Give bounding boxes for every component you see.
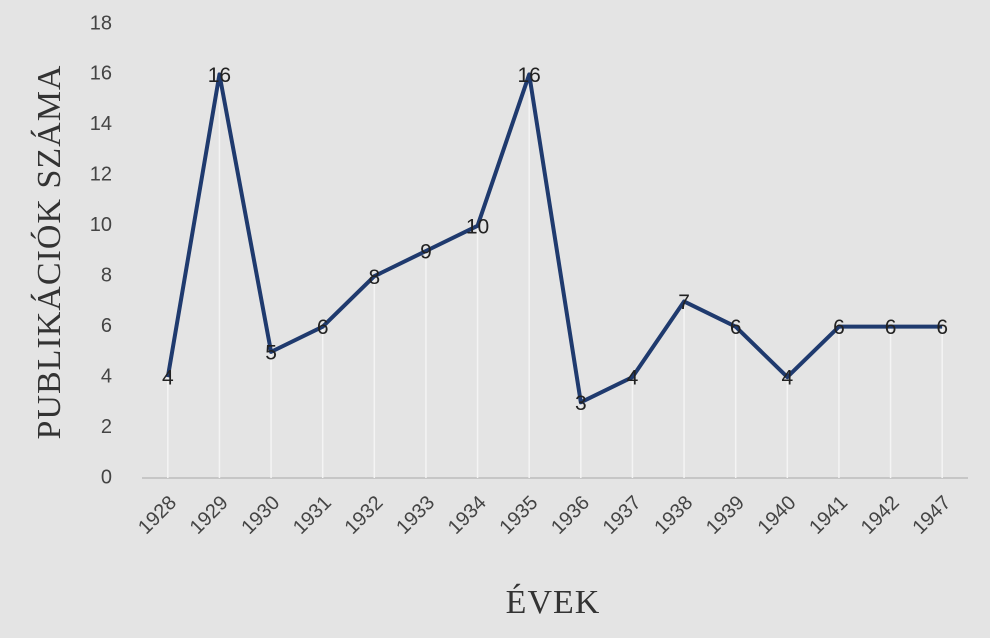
data-label: 4	[781, 367, 793, 390]
data-label: 6	[317, 316, 329, 339]
data-label: 7	[678, 291, 690, 314]
data-label: 8	[368, 266, 380, 289]
data-label: 10	[466, 215, 489, 238]
y-tick-label: 0	[101, 466, 112, 488]
data-label: 6	[833, 316, 845, 339]
y-tick-label: 4	[101, 365, 112, 387]
data-label: 5	[265, 341, 277, 364]
data-label: 9	[420, 241, 432, 264]
y-tick-label: 8	[101, 265, 112, 287]
x-axis-title: ÉVEK	[506, 584, 601, 621]
data-label: 6	[936, 316, 948, 339]
y-tick-label: 16	[90, 63, 112, 85]
data-label: 4	[162, 367, 174, 390]
y-axis-title: PUBLIKÁCIÓK SZÁMA	[30, 65, 68, 440]
y-tick-label: 10	[90, 214, 112, 236]
data-label: 16	[518, 64, 541, 87]
data-label: 6	[885, 316, 897, 339]
data-label: 3	[575, 392, 587, 415]
y-tick-label: 14	[90, 113, 112, 135]
y-tick-label: 18	[90, 12, 112, 34]
data-label: 4	[627, 367, 639, 390]
data-line	[165, 72, 943, 405]
data-label: 6	[730, 316, 742, 339]
y-tick-label: 12	[90, 164, 112, 186]
data-label: 16	[208, 64, 231, 87]
y-tick-label: 6	[101, 315, 112, 337]
y-tick-label: 2	[101, 416, 112, 438]
